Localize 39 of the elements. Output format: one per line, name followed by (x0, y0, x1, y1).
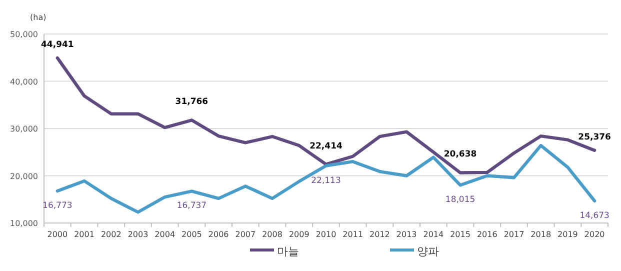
legend-label: 마늘 (277, 245, 299, 258)
data-label: 16,737 (176, 201, 207, 212)
x-tick-label: 2008 (262, 230, 282, 239)
x-tick-label: 2006 (208, 230, 229, 239)
x-tick-label: 2016 (476, 230, 498, 239)
data-label: 14,673 (580, 210, 610, 221)
data-label: 31,766 (175, 97, 208, 108)
y-axis-title: (ha) (30, 13, 46, 22)
data-label: 44,941 (41, 40, 74, 50)
data-label: 22,113 (311, 176, 341, 186)
data-label: 25,376 (578, 132, 612, 142)
y-tick-label: 20,000 (10, 172, 38, 181)
x-tick-label: 2012 (370, 230, 390, 239)
x-tick-label: 2005 (182, 230, 202, 239)
x-tick-label: 2003 (128, 230, 148, 239)
x-tick-label: 2018 (530, 230, 552, 239)
data-label: 22,414 (310, 141, 342, 152)
x-tick-label: 2020 (584, 230, 605, 239)
y-tick-label: 40,000 (10, 77, 38, 86)
x-tick-label: 2017 (504, 230, 524, 239)
x-tick-label: 2004 (154, 230, 176, 239)
x-tick-label: 2010 (316, 230, 336, 239)
x-tick-label: 2011 (342, 230, 364, 239)
legend-label: 양파 (417, 245, 439, 258)
x-tick-label: 2019 (558, 230, 578, 239)
x-tick-label: 2002 (100, 230, 122, 239)
x-tick-label: 2013 (396, 230, 417, 239)
x-tick-label: 2014 (423, 230, 444, 239)
data-label: 18,015 (445, 195, 476, 206)
y-tick-label: 30,000 (10, 124, 38, 134)
x-tick-label: 2015 (450, 230, 470, 239)
x-tick-label: 2009 (288, 230, 310, 239)
x-tick-label: 2000 (47, 230, 68, 239)
x-tick-label: 2001 (74, 230, 94, 239)
y-tick-label: 10,000 (10, 219, 38, 228)
x-tick-label: 2007 (235, 230, 256, 239)
y-tick-label: 50,000 (10, 30, 38, 39)
data-label: 20,638 (444, 150, 477, 160)
data-label: 16,773 (42, 201, 72, 211)
